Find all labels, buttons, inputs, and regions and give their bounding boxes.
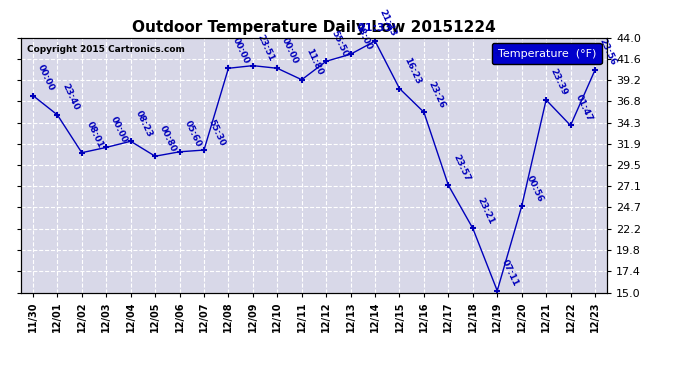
Text: 23:39: 23:39 <box>549 67 569 97</box>
Text: 23:40: 23:40 <box>60 82 81 112</box>
Text: 08:23: 08:23 <box>133 109 154 138</box>
Text: 01:47: 01:47 <box>573 93 593 123</box>
Text: 00:80: 00:80 <box>158 124 178 153</box>
Text: 21:33: 21:33 <box>357 22 393 33</box>
Text: 55:50: 55:50 <box>329 29 349 58</box>
Text: 55:30: 55:30 <box>207 118 227 147</box>
Text: 23:51: 23:51 <box>255 33 276 63</box>
Text: 08:00: 08:00 <box>353 22 373 51</box>
Text: Copyright 2015 Cartronics.com: Copyright 2015 Cartronics.com <box>26 45 184 54</box>
Text: 23:26: 23:26 <box>426 80 447 110</box>
Legend: Temperature  (°F): Temperature (°F) <box>492 43 602 64</box>
Text: 00:00: 00:00 <box>109 116 129 145</box>
Text: 00:00: 00:00 <box>36 63 56 93</box>
Text: 16:23: 16:23 <box>402 56 422 86</box>
Text: 23:21: 23:21 <box>475 196 496 225</box>
Text: 00:00: 00:00 <box>280 36 300 66</box>
Text: 05:60: 05:60 <box>182 120 202 149</box>
Title: Outdoor Temperature Daily Low 20151224: Outdoor Temperature Daily Low 20151224 <box>132 20 496 35</box>
Text: 08:01: 08:01 <box>85 120 105 150</box>
Text: 00:00: 00:00 <box>231 36 251 66</box>
Text: 07:11: 07:11 <box>500 258 520 288</box>
Text: 00:56: 00:56 <box>524 174 544 204</box>
Text: 23:57: 23:57 <box>451 153 471 183</box>
Text: 23:56: 23:56 <box>598 38 618 67</box>
Text: 11:80: 11:80 <box>304 47 325 77</box>
Text: 21:33: 21:33 <box>378 9 398 38</box>
